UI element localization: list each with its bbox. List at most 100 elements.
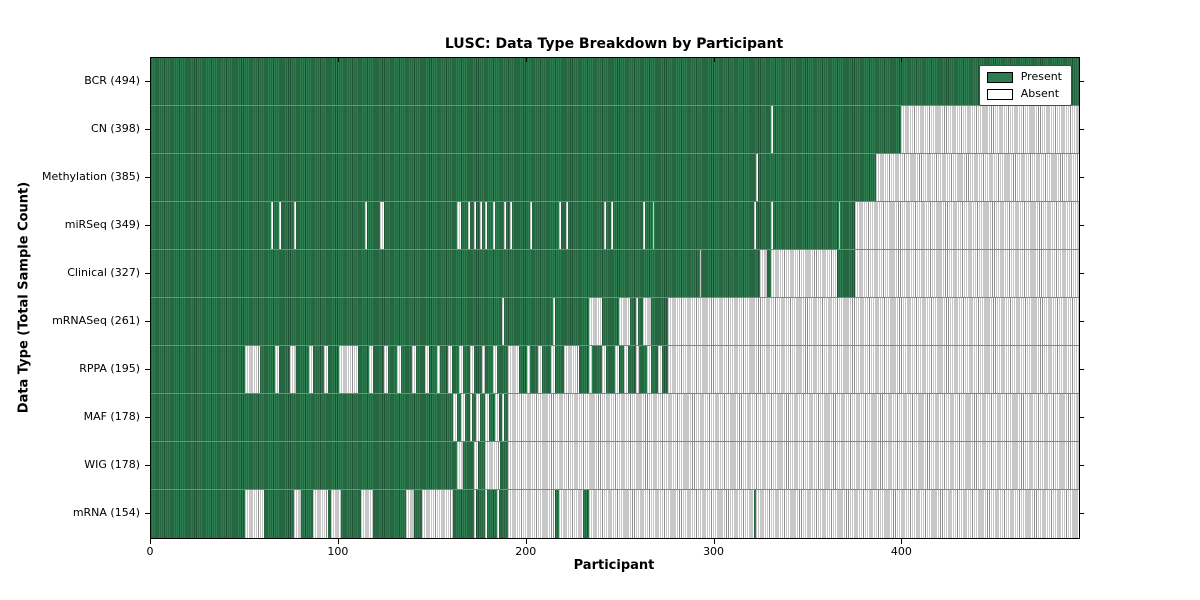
absent-segment [759,250,768,297]
absent-segment [504,202,507,249]
absent-segment [460,394,465,441]
absent-segment [485,202,488,249]
legend-item-absent: Absent [986,87,1062,100]
x-tick-label-200: 200 [515,545,537,558]
absent-segment [368,346,373,393]
absent-segment [667,346,1079,393]
present-fill [151,58,1079,105]
absent-segment [293,490,302,538]
absent-segment [406,490,414,538]
y-tick-mark [145,177,150,178]
absent-segment [537,346,542,393]
y-axis-label: Data Type (Total Sample Count) [16,181,32,414]
absent-segment [618,298,631,345]
absent-segment [244,346,260,393]
x-tick-mark [525,58,527,62]
absent-segment [470,346,475,393]
absent-segment [481,346,486,393]
absent-segment [667,298,1079,345]
legend-label: Absent [1020,87,1060,100]
absent-segment [566,202,569,249]
absent-segment [365,202,368,249]
legend-swatch-absent [986,88,1013,100]
y-tick-mark [1079,273,1084,274]
absent-segment [553,298,555,345]
absent-segment [635,346,640,393]
absent-segment [474,490,476,538]
absent-segment [485,442,501,489]
absent-segment [308,346,313,393]
x-tick-mark [525,539,527,544]
absent-segment [271,202,274,249]
absent-segment [624,346,629,393]
y-tick-mark [1079,465,1084,466]
absent-segment [278,202,281,249]
y-tick-mark [145,225,150,226]
absent-segment [475,394,480,441]
absent-segment [485,394,490,441]
y-tick-mark [1079,81,1084,82]
x-tick-mark [901,58,903,62]
absent-segment [421,490,454,538]
y-tick-mark [1079,177,1084,178]
absent-segment [412,346,416,393]
absent-segment [770,106,773,153]
absent-segment [453,394,458,441]
absent-segment [383,346,388,393]
absent-segment [564,346,580,393]
absent-segment [855,250,1079,297]
y-tick-label-maf: MAF (178) [83,410,140,423]
row-clinical [151,250,1079,298]
y-tick-mark [145,465,150,466]
absent-segment [755,154,758,201]
absent-segment [876,154,1079,201]
y-tick-label-bcr: BCR (494) [84,74,140,87]
y-tick-mark [145,129,150,130]
row-wig [151,442,1079,490]
absent-segment [479,202,482,249]
row-cn [151,106,1079,154]
x-tick-label-0: 0 [146,545,154,558]
x-tick-label-400: 400 [890,545,912,558]
absent-segment [588,490,754,538]
absent-segment [312,490,328,538]
y-tick-mark [145,81,150,82]
absent-segment [361,490,373,538]
absent-segment [459,346,463,393]
absent-segment [601,346,606,393]
absent-segment [474,442,478,489]
x-tick-mark [713,58,715,62]
absent-segment [635,298,638,345]
x-tick-label-100: 100 [327,545,349,558]
absent-segment [447,346,452,393]
y-tick-mark [1079,417,1084,418]
y-tick-mark [1079,513,1084,514]
absent-segment [770,202,773,249]
absent-segment [754,202,756,249]
absent-segment [457,442,463,489]
absent-segment [643,298,651,345]
row-maf [151,394,1079,442]
row-rppa [151,346,1079,394]
row-bcr [151,58,1079,106]
absent-segment [468,202,471,249]
x-tick-mark [337,539,339,544]
x-axis-label: Participant [573,558,655,573]
absent-segment [530,202,533,249]
y-tick-mark [1079,369,1084,370]
y-tick-label-mrna: mRNA (154) [72,506,140,519]
absent-segment [436,346,441,393]
absent-segment [699,250,702,297]
y-tick-label-cn: CN (398) [91,122,140,135]
absent-segment [293,202,296,249]
legend-item-present: Present [986,71,1062,83]
absent-segment [770,250,837,297]
y-tick-mark [1079,321,1084,322]
absent-segment [652,202,655,249]
absent-segment [855,202,1079,249]
y-tick-mark [1079,129,1084,130]
absent-segment [755,490,1079,538]
y-tick-mark [145,417,150,418]
absent-segment [492,346,497,393]
absent-segment [274,346,279,393]
